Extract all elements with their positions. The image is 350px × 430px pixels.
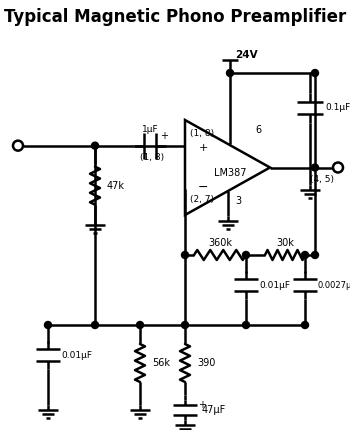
Text: 0.1μF: 0.1μF — [325, 104, 350, 113]
Circle shape — [226, 70, 233, 77]
Text: 0.01μF: 0.01μF — [259, 280, 290, 289]
Text: LM387: LM387 — [214, 168, 246, 178]
Text: 6: 6 — [255, 125, 261, 135]
Text: 47μF: 47μF — [202, 405, 226, 415]
Circle shape — [91, 322, 98, 329]
Circle shape — [333, 163, 343, 172]
Text: 3: 3 — [236, 196, 241, 206]
Text: 0.01μF: 0.01μF — [61, 350, 92, 359]
Text: (4, 5): (4, 5) — [310, 175, 334, 184]
Text: 360k: 360k — [208, 238, 232, 248]
Text: (1, 8): (1, 8) — [140, 153, 164, 162]
Text: Typical Magnetic Phono Preamplifier: Typical Magnetic Phono Preamplifier — [4, 8, 346, 26]
Text: 1μF: 1μF — [142, 125, 158, 134]
Circle shape — [91, 142, 98, 149]
Text: 47k: 47k — [107, 181, 125, 190]
Text: +: + — [198, 143, 208, 153]
Circle shape — [13, 141, 23, 150]
Text: +: + — [198, 400, 206, 410]
Text: 390: 390 — [197, 358, 215, 368]
Text: (2, 7): (2, 7) — [190, 195, 214, 204]
Circle shape — [301, 322, 308, 329]
Circle shape — [312, 164, 318, 171]
Circle shape — [312, 252, 318, 258]
Circle shape — [243, 252, 250, 258]
Text: −: − — [198, 181, 208, 194]
Circle shape — [44, 322, 51, 329]
Text: +: + — [160, 131, 168, 141]
Circle shape — [243, 322, 250, 329]
Circle shape — [182, 252, 189, 258]
Text: 56k: 56k — [152, 358, 170, 368]
Circle shape — [136, 322, 144, 329]
Circle shape — [301, 252, 308, 258]
Circle shape — [182, 322, 189, 329]
Text: 0.0027μF: 0.0027μF — [318, 280, 350, 289]
Text: 30k: 30k — [276, 238, 294, 248]
Circle shape — [312, 70, 318, 77]
Text: 24V: 24V — [235, 50, 258, 60]
Text: (1, 8): (1, 8) — [190, 129, 214, 138]
